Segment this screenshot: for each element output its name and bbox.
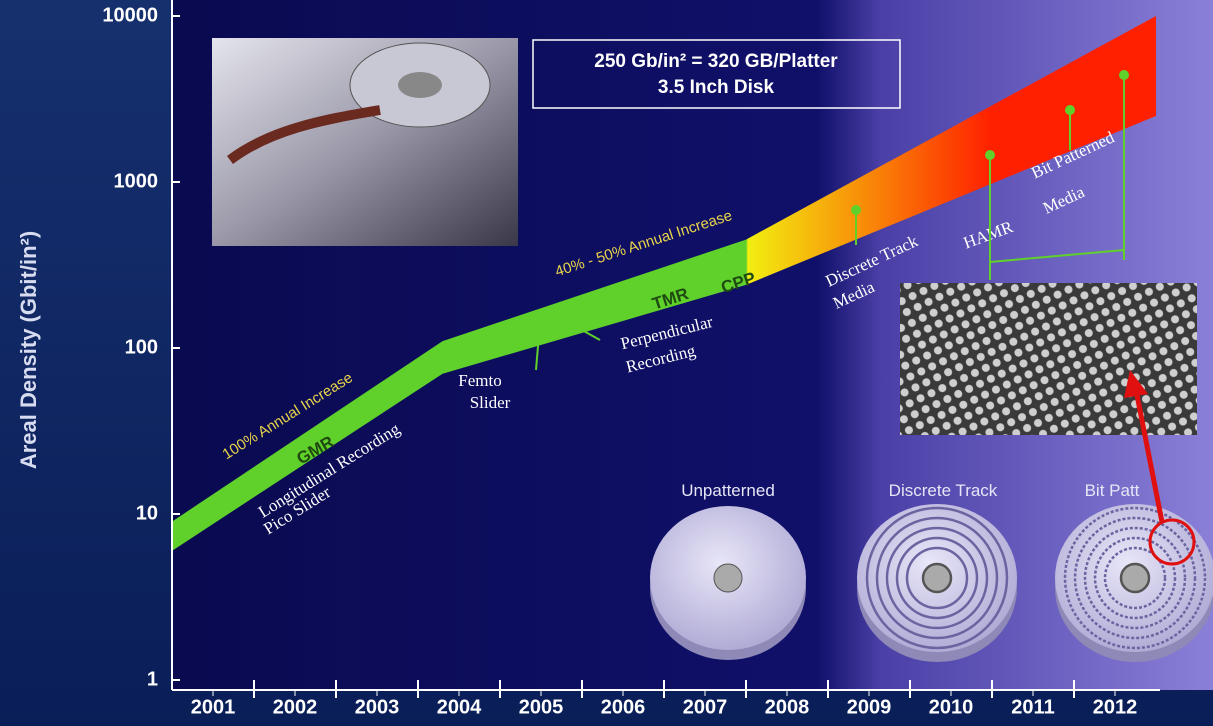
- y-tick-label: 1: [147, 668, 158, 690]
- y-tick-label: 10000: [102, 4, 158, 26]
- disk-bit-patterned: [1055, 504, 1213, 662]
- density-band: [172, 16, 1156, 551]
- y-tick-label: 1000: [114, 170, 159, 192]
- zoom-arrowhead: [1124, 370, 1148, 398]
- annotation: Slider: [470, 393, 511, 412]
- drive-spindle: [398, 72, 442, 98]
- x-tick-label: 2005: [519, 696, 564, 718]
- y-tick-label: 10: [136, 502, 158, 524]
- zoom-arrow: [1133, 389, 1165, 523]
- x-tick-label: 2007: [683, 696, 728, 718]
- disk-label: Discrete Track: [889, 481, 998, 500]
- disk-discrete-track: [857, 504, 1017, 662]
- x-tick-label: 2011: [1011, 696, 1054, 718]
- sem-image: [900, 283, 1197, 435]
- annotation: Femto: [458, 371, 501, 390]
- pointers: [535, 70, 1129, 371]
- disk-unpatterned: [650, 506, 806, 660]
- y-axis-label: Areal Density (Gbit/in²): [16, 231, 41, 469]
- x-tick-label: 2009: [847, 696, 892, 718]
- x-tick-label: 2012: [1093, 696, 1138, 718]
- disk-label: Unpatterned: [681, 481, 775, 500]
- zoom-circle: [1148, 518, 1196, 566]
- x-tick-label: 2008: [765, 696, 810, 718]
- info-line: 3.5 Inch Disk: [658, 77, 775, 98]
- x-tick-label: 2001: [191, 696, 236, 718]
- x-tick-label: 2002: [273, 696, 318, 718]
- disk-label: Bit Patt: [1085, 481, 1140, 500]
- info-box: [532, 39, 901, 109]
- x-tick-label: 2003: [355, 696, 400, 718]
- x-tick-label: 2006: [601, 696, 646, 718]
- x-tick-label: 2010: [929, 696, 974, 718]
- x-tick-label: 2004: [437, 696, 482, 718]
- y-tick-label: 100: [125, 336, 158, 358]
- info-line: 250 Gb/in² = 320 GB/Platter: [594, 51, 838, 72]
- drive-arm: [227, 105, 381, 165]
